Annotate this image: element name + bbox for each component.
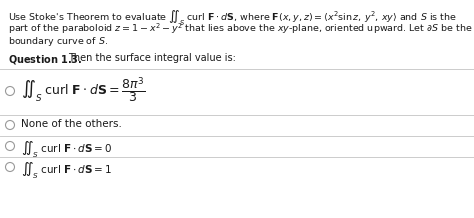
Text: part of the paraboloid $z = 1 - x^2 - y^2$ that lies above the $xy$-plane, orien: part of the paraboloid $z = 1 - x^2 - y^… — [8, 22, 473, 36]
Text: $\bf{Question\ 1.3.}$: $\bf{Question\ 1.3.}$ — [8, 53, 82, 65]
Text: None of the others.: None of the others. — [21, 119, 122, 129]
Text: $\iint_S$ curl $\mathbf{F} \cdot d\mathbf{S} = 0$: $\iint_S$ curl $\mathbf{F} \cdot d\mathb… — [21, 140, 112, 160]
Text: boundary curve of $S$.: boundary curve of $S$. — [8, 35, 108, 48]
Text: Then the surface integral value is:: Then the surface integral value is: — [68, 53, 236, 63]
Text: $\iint_S$ curl $\mathbf{F} \cdot d\mathbf{S} = 1$: $\iint_S$ curl $\mathbf{F} \cdot d\mathb… — [21, 161, 112, 181]
Text: Use Stoke's Theorem to evaluate $\iint_S$ curl $\mathbf{F} \cdot d\mathbf{S}$, w: Use Stoke's Theorem to evaluate $\iint_S… — [8, 8, 457, 27]
Text: $\iint_S$ curl $\mathbf{F} \cdot d\mathbf{S} = \dfrac{8\pi^3}{3}$: $\iint_S$ curl $\mathbf{F} \cdot d\mathb… — [21, 75, 146, 104]
